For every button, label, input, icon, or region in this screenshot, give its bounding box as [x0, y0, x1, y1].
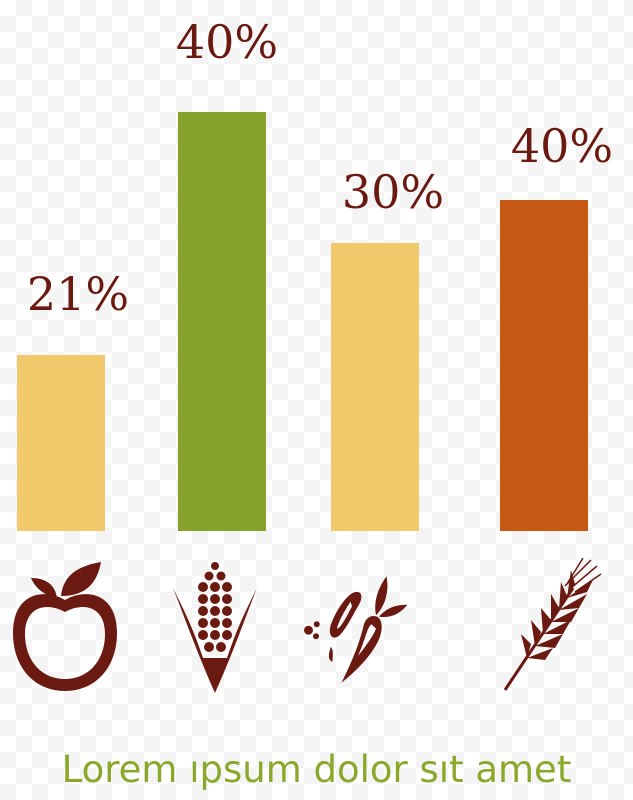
wheat-icon	[503, 558, 602, 691]
data-label-corn: 40%	[176, 15, 278, 69]
corn-icon	[173, 562, 257, 693]
bar-wheat	[500, 200, 588, 531]
apple-icon	[13, 562, 117, 691]
bar-vegetables	[331, 243, 419, 531]
data-label-fruit: 21%	[27, 267, 129, 321]
data-label-wheat: 40%	[511, 119, 613, 173]
bar-chart: 21% 40% 30% 40%	[17, 15, 613, 531]
bar-fruit	[17, 355, 105, 531]
bar-corn	[178, 112, 266, 531]
data-label-vegetables: 30%	[342, 165, 444, 219]
carrot-pepper-icon	[304, 576, 408, 683]
caption: Lorem ıpsum dolor sıt amet	[61, 748, 572, 791]
